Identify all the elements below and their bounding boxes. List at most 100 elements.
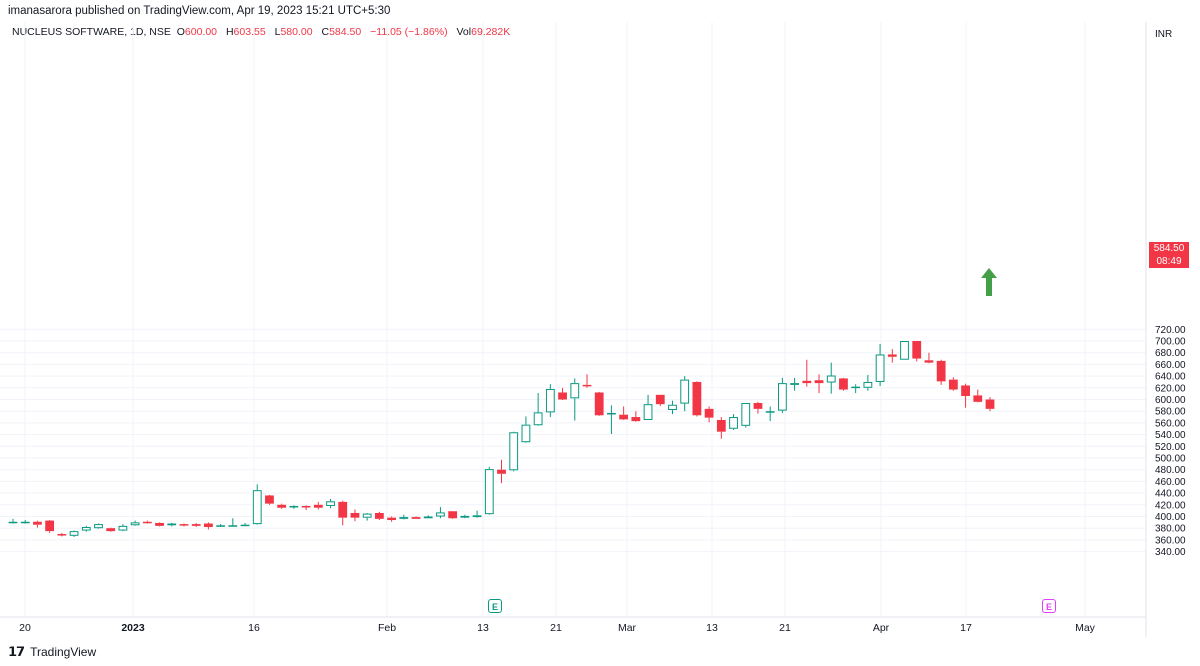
- candle-body: [961, 385, 970, 396]
- candle: [374, 511, 384, 521]
- candle: [436, 507, 445, 519]
- candle-body: [362, 513, 372, 518]
- candle: [228, 518, 238, 527]
- candle: [204, 522, 213, 530]
- candle: [387, 516, 396, 522]
- candle-body: [387, 517, 396, 521]
- candle: [191, 522, 201, 528]
- candle: [142, 520, 152, 524]
- candle: [900, 341, 909, 360]
- candle-body: [252, 490, 262, 525]
- candle-body: [460, 515, 470, 518]
- candle: [20, 520, 30, 524]
- y-tick-label: 340.00: [1155, 547, 1186, 558]
- candle-body: [558, 392, 567, 400]
- candle: [692, 381, 702, 417]
- candle-body: [716, 419, 726, 432]
- candle: [265, 494, 274, 505]
- candle: [570, 378, 580, 421]
- candle: [521, 416, 531, 443]
- candle-body: [191, 524, 201, 526]
- candle-body: [777, 383, 787, 411]
- candle-body: [545, 388, 555, 413]
- candle: [509, 431, 519, 472]
- candle-body: [668, 404, 677, 411]
- legend-symbol: NUCLEUS SOFTWARE, 1D, NSE: [12, 26, 171, 38]
- candle-body: [619, 414, 629, 420]
- candle: [57, 532, 67, 537]
- earnings-marker-may[interactable]: E: [1042, 599, 1056, 613]
- candle-body: [338, 501, 348, 518]
- candle-body: [326, 501, 335, 506]
- candle-body: [900, 341, 909, 360]
- y-tick-label: 680.00: [1155, 348, 1186, 359]
- candle-body: [411, 517, 421, 519]
- chart-legend: NUCLEUS SOFTWARE, 1D, NSE O600.00 H603.5…: [12, 26, 516, 38]
- bar-countdown: 08:49: [1156, 256, 1182, 267]
- candle-body: [216, 525, 226, 527]
- candle-body: [374, 512, 384, 519]
- candle: [472, 510, 482, 518]
- candle-body: [448, 511, 458, 519]
- candle: [631, 411, 641, 422]
- candle: [277, 503, 287, 509]
- candle: [619, 406, 629, 420]
- candle: [558, 387, 567, 401]
- tv-logo-icon: 𝟭𝟳: [8, 644, 25, 659]
- candle-body: [802, 380, 812, 384]
- candle: [790, 377, 799, 391]
- candle-body: [839, 378, 848, 390]
- y-tick-label: 640.00: [1155, 372, 1186, 383]
- earnings-marker-feb[interactable]: E: [488, 599, 502, 613]
- candle: [729, 414, 738, 430]
- candle: [875, 343, 885, 387]
- candle-body: [875, 354, 885, 382]
- candle: [948, 377, 958, 391]
- candle: [484, 466, 494, 515]
- candle: [338, 500, 348, 526]
- candle: [8, 518, 18, 524]
- candle-body: [484, 469, 494, 515]
- candle: [851, 384, 861, 394]
- candle-body: [692, 381, 702, 416]
- candle: [765, 406, 775, 422]
- candle: [704, 406, 714, 423]
- candle: [607, 405, 616, 435]
- candle-body: [570, 383, 580, 399]
- candle-body: [313, 504, 323, 508]
- candle-body: [655, 394, 665, 405]
- price-axis[interactable]: 340.00360.00380.00400.00420.00440.00460.…: [1155, 325, 1186, 558]
- candle: [216, 524, 226, 528]
- candle: [399, 514, 409, 520]
- candle-body: [350, 512, 360, 518]
- candle-body: [936, 360, 946, 382]
- candle: [973, 389, 983, 403]
- x-tick-label: Feb: [378, 622, 396, 634]
- legend-open-label: O: [176, 26, 185, 38]
- y-tick-label: 400.00: [1155, 512, 1186, 523]
- candle-body: [729, 417, 738, 429]
- candle-body: [118, 525, 128, 531]
- candle-body: [277, 504, 287, 508]
- candle: [155, 522, 164, 527]
- y-tick-label: 660.00: [1155, 360, 1186, 371]
- candle-body: [704, 408, 714, 418]
- candle: [912, 341, 922, 362]
- y-tick-label: 700.00: [1155, 337, 1186, 348]
- candle: [423, 515, 433, 519]
- candle: [497, 459, 506, 484]
- candle: [94, 523, 103, 529]
- currency-label: INR: [1155, 29, 1172, 40]
- x-tick-label: 20: [19, 622, 31, 634]
- candle-body: [607, 412, 616, 415]
- candle: [130, 520, 140, 526]
- candle-body: [142, 521, 152, 524]
- candle-body: [204, 523, 213, 528]
- x-tick-label: 21: [550, 622, 562, 634]
- time-axis[interactable]: 20 2023 16 Feb 13 21 Mar 13 21 Apr 17 May: [19, 622, 1096, 634]
- candle: [106, 527, 116, 532]
- candle-body: [680, 379, 690, 404]
- candle-body: [179, 524, 189, 526]
- candle: [460, 514, 470, 519]
